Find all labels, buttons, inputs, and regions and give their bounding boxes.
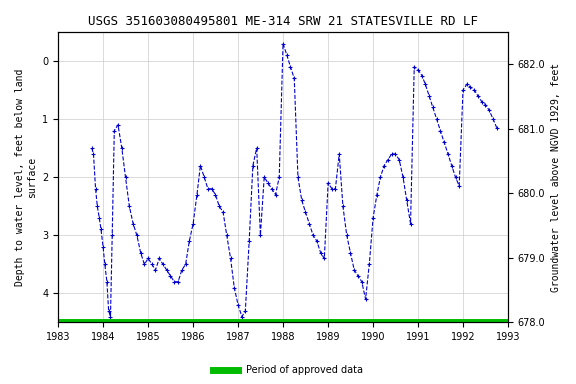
Y-axis label: Groundwater level above NGVD 1929, feet: Groundwater level above NGVD 1929, feet	[551, 63, 561, 292]
Y-axis label: Depth to water level, feet below land
surface: Depth to water level, feet below land su…	[15, 68, 37, 286]
Legend: Period of approved data: Period of approved data	[210, 361, 366, 379]
Title: USGS 351603080495801 ME-314 SRW 21 STATESVILLE RD LF: USGS 351603080495801 ME-314 SRW 21 STATE…	[88, 15, 478, 28]
